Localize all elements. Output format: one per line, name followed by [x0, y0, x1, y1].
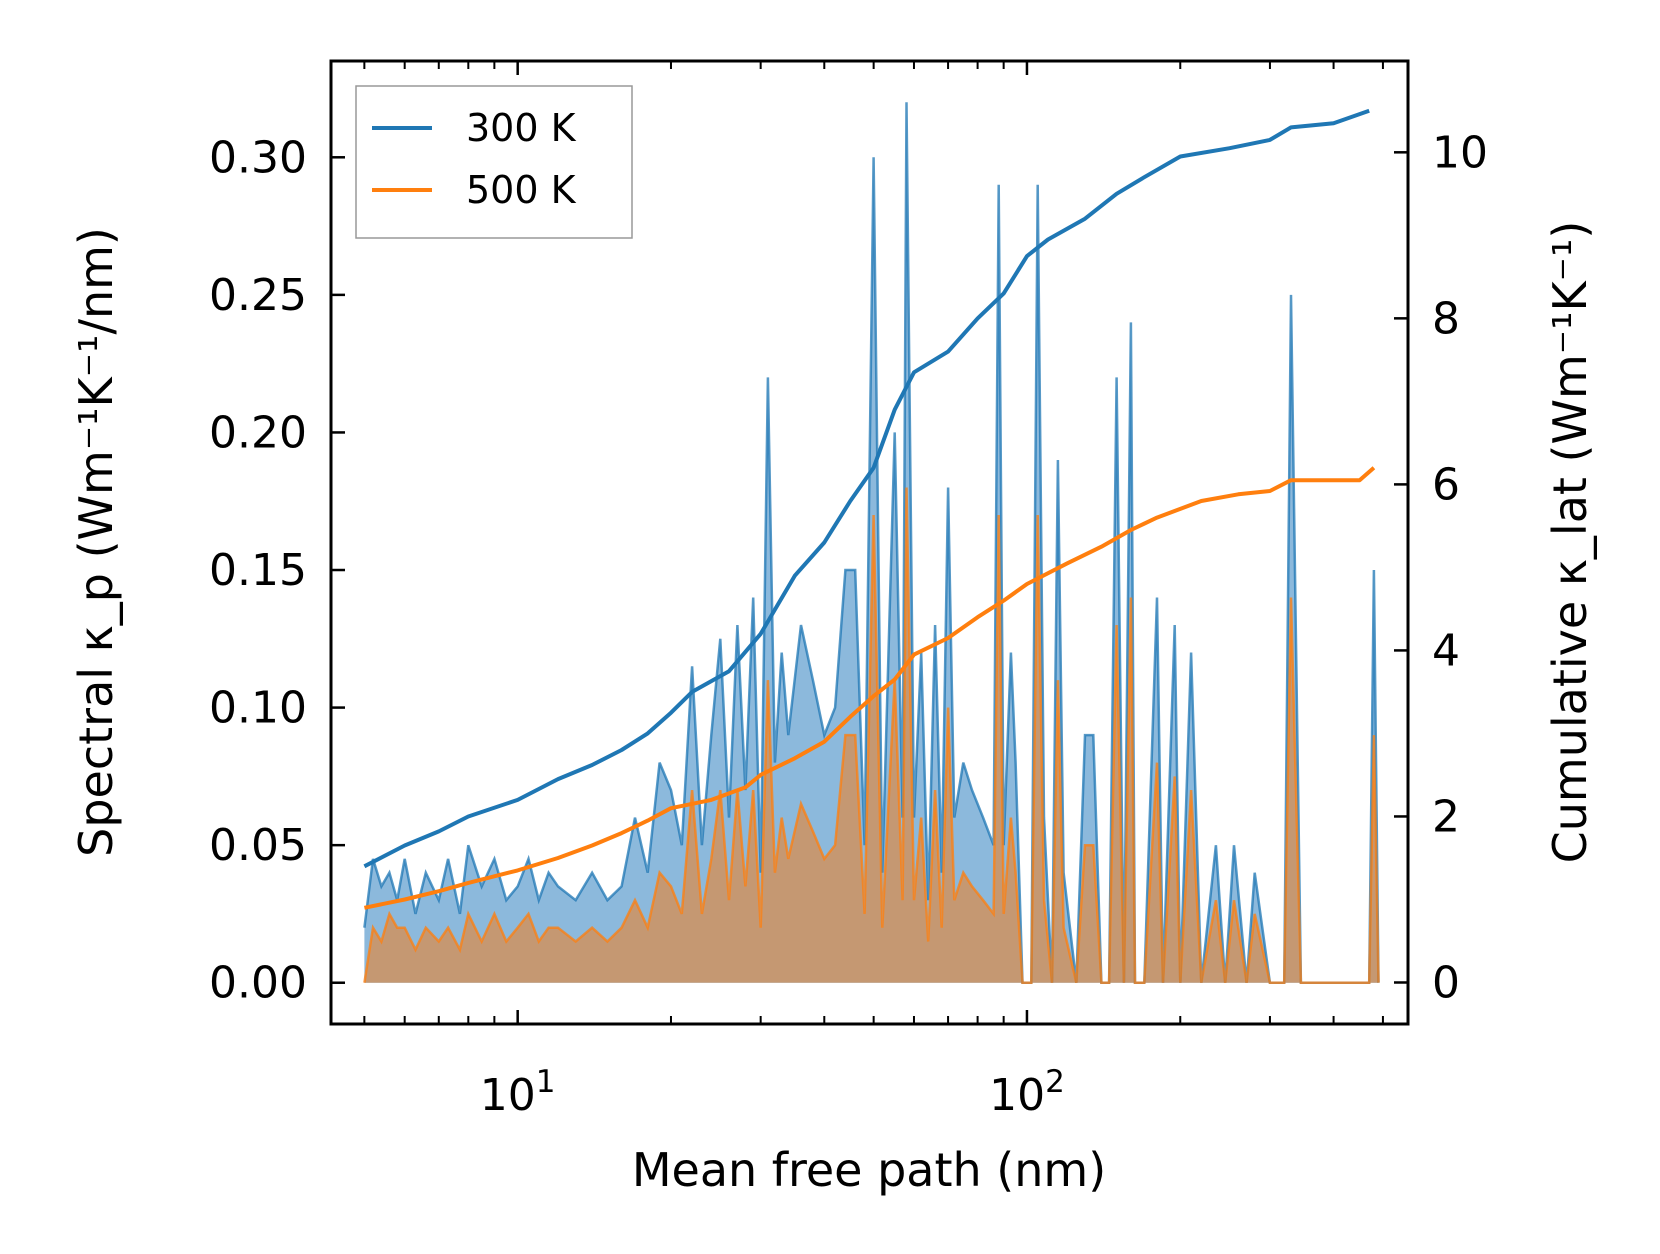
y-right-tick-label: 2: [1432, 791, 1460, 842]
x-axis-label: Mean free path (nm): [632, 1143, 1106, 1197]
spectral-line-500k: [363, 487, 1380, 984]
y-right-tick-label: 4: [1432, 625, 1460, 676]
plot-frame: [329, 59, 1410, 1026]
y-axis-label-left: Spectral κ_p (Wm⁻¹K⁻¹/nm): [69, 227, 123, 857]
legend-box: [355, 85, 633, 239]
x-tick-label: 102: [989, 1064, 1065, 1121]
y-right-tick-label: 6: [1432, 459, 1460, 510]
legend: 300 K 500 K: [355, 85, 633, 239]
y-axis-label-right: Cumulative κ_lat (Wm⁻¹K⁻¹): [1543, 221, 1597, 864]
y-right-tick-label: 10: [1432, 127, 1488, 178]
y-right-tick-label: 0: [1432, 957, 1460, 1008]
y-left-tick-label: 0.25: [209, 270, 307, 321]
spectral-fill-300k: [364, 102, 1379, 983]
spectral-lines: [363, 102, 1380, 984]
legend-label-500k: 500 K: [466, 168, 577, 212]
y-right-tick-label: 8: [1432, 293, 1460, 344]
y-left-tick-label: 0.10: [209, 683, 307, 734]
axis-ticks: 0.00 0.05 0.10 0.15 0.20 0.25 0.30 0 2 4 6 8 10 101 10…: [209, 61, 1488, 1121]
spectral-fill-areas: [364, 102, 1379, 983]
y-left-tick-label: 0.00: [209, 958, 307, 1009]
spectral-fill-500k: [364, 487, 1379, 983]
y-left-tick-label: 0.05: [209, 820, 307, 871]
cumulative-line-300k: [363, 108, 1370, 869]
legend-label-300k: 300 K: [466, 106, 577, 150]
y-left-tick-label: 0.15: [209, 545, 307, 596]
spectral-line-300k: [363, 102, 1380, 984]
x-tick-label: 101: [480, 1064, 556, 1121]
y-left-tick-label: 0.20: [209, 407, 307, 458]
cumulative-lines: [363, 108, 1376, 910]
cumulative-line-500k: [363, 466, 1376, 910]
y-left-tick-label: 0.30: [209, 132, 307, 183]
